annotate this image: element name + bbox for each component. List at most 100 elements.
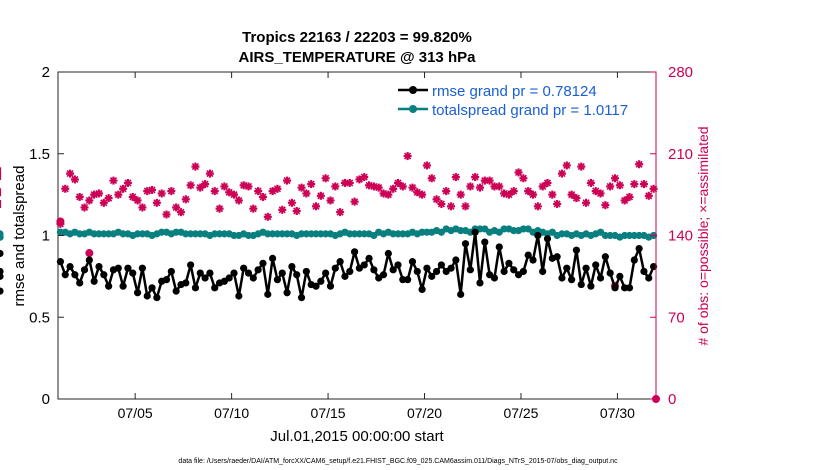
rmse-point: [341, 272, 349, 280]
obs-possible-point: [456, 190, 465, 199]
rmse-point: [432, 267, 441, 276]
y2-tick-label: 210: [668, 146, 693, 163]
obs-possible-point: [529, 190, 538, 199]
obs-possible-point-d2: [442, 187, 450, 195]
rmse-point: [0, 249, 4, 258]
obs-possible-point-d2: [558, 170, 566, 178]
obs-possible-point-d2: [404, 152, 412, 160]
rmse-point: [124, 264, 132, 272]
obs-possible-point: [273, 184, 282, 193]
rmse-point: [437, 261, 445, 269]
rmse-point: [539, 267, 547, 276]
obs-possible-point-d2: [187, 181, 195, 189]
rmse-point: [61, 271, 69, 279]
obs-possible-point-d2: [399, 182, 407, 191]
rmse-series-layer: [0, 228, 658, 302]
obs-possible-point-d2: [548, 191, 556, 199]
obs-possible-point: [326, 196, 335, 205]
rmse-point: [133, 289, 142, 297]
obs-possible-point-d2: [423, 161, 431, 169]
rmse-point: [553, 253, 561, 261]
obs-possible-point: [75, 192, 84, 201]
obs-possible-point: [403, 152, 412, 161]
obs-possible-point: [167, 187, 176, 196]
y-tick-label: 0: [42, 391, 50, 408]
rmse-point: [606, 269, 614, 277]
obs-possible-point: [331, 182, 340, 191]
obs-possible-point: [509, 187, 518, 196]
y-tick-label: 0.5: [29, 309, 50, 326]
rmse-point: [129, 269, 137, 277]
obs-possible-point-d2: [196, 184, 204, 192]
obs-possible-point: [596, 189, 605, 198]
y-tick-label: 1.5: [29, 146, 50, 163]
obs-possible-point: [437, 199, 446, 208]
obs-possible-point-d2: [259, 193, 267, 201]
rmse-point: [336, 258, 344, 266]
obs-possible-point: [321, 174, 330, 183]
obs-possible-point-d2: [534, 202, 542, 210]
obs-possible-point: [316, 191, 325, 200]
obs-possible-point-d2: [635, 160, 643, 168]
rmse-point: [495, 243, 503, 251]
obs-possible-point: [201, 180, 210, 189]
rmse-point: [452, 256, 460, 264]
obs-count-layer: [0, 152, 660, 403]
obs-possible-point-d2: [519, 174, 527, 182]
obs-possible-point: [181, 195, 190, 204]
obs-possible-point: [85, 196, 94, 205]
obs-possible-point-d2: [206, 170, 214, 178]
rmse-point: [630, 256, 638, 264]
rmse-point: [322, 269, 330, 277]
obs-possible-point-d2: [172, 203, 180, 212]
obs-possible-point-d2: [326, 196, 335, 205]
y-tick-label: 1: [42, 228, 50, 245]
obs-possible-point-d2: [119, 185, 127, 193]
rmse-point: [76, 279, 84, 287]
obs-possible-point-d2: [563, 161, 571, 169]
rmse-point: [505, 259, 513, 267]
rmse-point: [288, 262, 296, 271]
rmse-point: [389, 266, 397, 274]
obs-possible-point: [119, 184, 128, 193]
obs-possible-point: [485, 176, 494, 185]
obs-possible-point: [162, 210, 171, 219]
obs-possible-point-d2: [278, 206, 286, 214]
obs-possible-point: [133, 196, 142, 205]
obs-possible-point-d2: [288, 199, 296, 207]
rmse-point: [587, 282, 595, 290]
rmse-point: [510, 266, 518, 274]
obs-possible-point: [639, 180, 648, 189]
obs-possible-point: [205, 169, 214, 178]
obs-possible-point: [582, 198, 591, 207]
rmse-point: [404, 276, 412, 284]
rmse-point: [379, 271, 388, 279]
obs-possible-point-d2: [346, 179, 354, 187]
totalspread-point: [0, 233, 4, 241]
rmse-point: [408, 258, 417, 266]
rmse-point: [153, 294, 161, 302]
obs-possible-point: [258, 192, 267, 201]
rmse-point: [187, 261, 195, 269]
obs-possible-point: [230, 190, 239, 199]
obs-possible-point-d2: [297, 184, 306, 192]
rmse-point: [138, 264, 146, 272]
obs-possible-point: [254, 187, 263, 196]
obs-possible-point-d2: [572, 194, 580, 202]
obs-possible-point: [543, 178, 552, 187]
x-tick-label: 07/30: [600, 405, 635, 421]
obs-possible-point-d2: [384, 191, 392, 199]
obs-possible-point: [447, 202, 456, 211]
rmse-point: [167, 267, 175, 276]
rmse-point: [625, 284, 634, 292]
y-axis-right-label: # of obs: o=possible; ×=assimilated: [695, 126, 711, 345]
rmse-point: [582, 264, 590, 272]
obs-possible-point: [297, 183, 306, 192]
rmse-point: [481, 238, 489, 246]
rmse-point: [80, 266, 89, 274]
rmse-point: [568, 276, 576, 284]
obs-possible-point: [533, 202, 542, 211]
obs-possible-point-d2: [283, 177, 291, 185]
obs-possible-point: [312, 202, 321, 211]
